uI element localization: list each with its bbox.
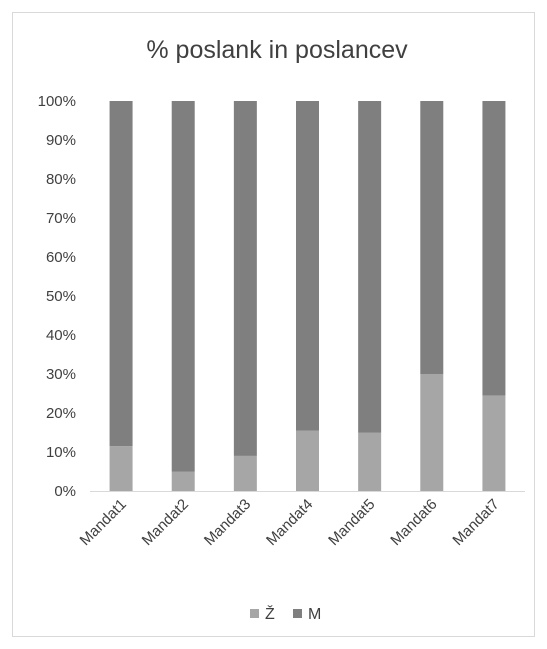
bar-segment: [358, 101, 382, 433]
bars: [109, 101, 506, 491]
x-tick-label: Mandat7: [449, 496, 502, 549]
bar-segment: [482, 395, 506, 491]
bar-segment: [296, 430, 319, 491]
y-tick-label: 50%: [46, 288, 76, 305]
legend-label: M: [308, 606, 321, 623]
x-tick-label: Mandat2: [139, 496, 192, 549]
bar-segment: [233, 455, 257, 491]
y-tick-label: 10%: [46, 444, 76, 461]
bar-segment: [420, 374, 444, 491]
bar-segment: [109, 101, 133, 447]
x-tick-label: Mandat3: [201, 496, 254, 549]
legend-label: Ž: [265, 604, 275, 623]
legend-swatch: [293, 609, 302, 618]
chart-title: % poslank in poslancev: [146, 36, 408, 64]
y-tick-label: 20%: [46, 405, 76, 422]
y-tick-label: 0%: [54, 483, 76, 500]
bar-segment: [482, 101, 506, 396]
y-tick-label: 70%: [46, 210, 76, 227]
bar-segment: [171, 471, 195, 491]
bar-segment: [358, 432, 382, 491]
y-tick-label: 30%: [46, 366, 76, 383]
bar-segment: [171, 101, 195, 472]
y-tick-label: 80%: [46, 171, 76, 188]
bar-segment: [233, 101, 257, 456]
x-axis: Mandat1 Mandat2 Mandat3 Mandat4 Mandat5 Manda…: [77, 496, 503, 549]
bar-segment: [296, 101, 319, 431]
y-tick-label: 40%: [46, 327, 76, 344]
x-tick-label: Mandat6: [387, 496, 440, 549]
chart-area: [12, 12, 535, 637]
x-tick-label: Mandat4: [263, 496, 316, 549]
y-tick-label: 60%: [46, 249, 76, 266]
y-axis: 0% 10% 20% 30% 40% 50% 60% 70% 80% 90% 100%: [38, 93, 76, 500]
x-tick-label: Mandat1: [77, 496, 130, 549]
x-tick-label: Mandat5: [325, 496, 378, 549]
y-tick-label: 90%: [46, 132, 76, 149]
bar-segment: [420, 101, 444, 374]
y-tick-label: 100%: [38, 93, 76, 110]
bar-segment: [109, 446, 133, 491]
legend-swatch: [250, 609, 259, 618]
